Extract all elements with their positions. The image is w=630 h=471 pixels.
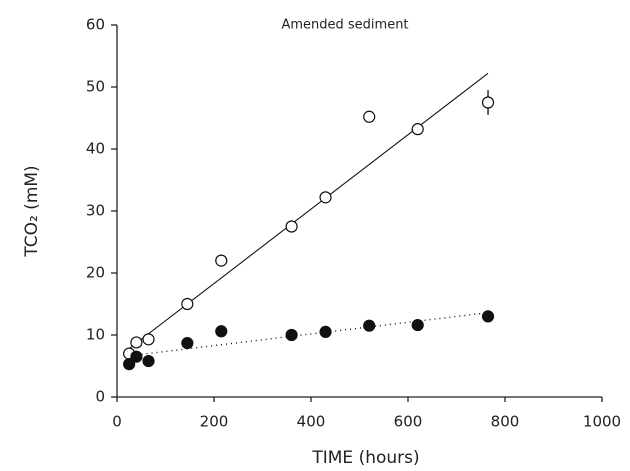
data-point bbox=[123, 358, 136, 371]
y-tick-label: 10 bbox=[86, 326, 105, 344]
y-axis-label: TCO₂ (mM) bbox=[22, 165, 42, 257]
data-point bbox=[319, 325, 332, 338]
data-point bbox=[181, 336, 194, 350]
chart-title: Amended sediment bbox=[281, 18, 408, 33]
data-point bbox=[363, 110, 376, 123]
x-tick-label: 200 bbox=[200, 413, 229, 431]
y-tick-label: 60 bbox=[86, 16, 105, 34]
data-point bbox=[181, 297, 194, 311]
y-tick-label: 30 bbox=[86, 202, 105, 220]
data-point bbox=[411, 123, 424, 136]
data-point bbox=[142, 354, 155, 368]
x-tick-label: 400 bbox=[297, 413, 326, 431]
data-point bbox=[130, 350, 143, 363]
data-point bbox=[142, 333, 155, 346]
y-tick-label: 40 bbox=[86, 140, 105, 158]
fit-line bbox=[126, 72, 489, 351]
data-point bbox=[481, 310, 495, 323]
x-tick-label: 0 bbox=[112, 413, 122, 431]
x-tick-label: 1000 bbox=[583, 413, 621, 431]
data-point bbox=[411, 318, 424, 332]
data-point bbox=[481, 96, 495, 109]
y-tick-label: 20 bbox=[86, 264, 105, 282]
data-point bbox=[285, 220, 298, 233]
fit-line bbox=[126, 311, 489, 357]
x-axis-label: TIME (hours) bbox=[311, 448, 419, 468]
x-tick-label: 600 bbox=[394, 413, 423, 431]
data-point bbox=[285, 328, 298, 342]
y-tick-label: 50 bbox=[86, 78, 105, 96]
data-point bbox=[215, 325, 228, 338]
y-tick-label: 0 bbox=[95, 388, 105, 406]
data-point bbox=[319, 191, 332, 204]
data-point bbox=[215, 254, 228, 267]
data-point bbox=[363, 319, 376, 332]
x-tick-label: 800 bbox=[491, 413, 520, 431]
data-point bbox=[130, 336, 143, 349]
